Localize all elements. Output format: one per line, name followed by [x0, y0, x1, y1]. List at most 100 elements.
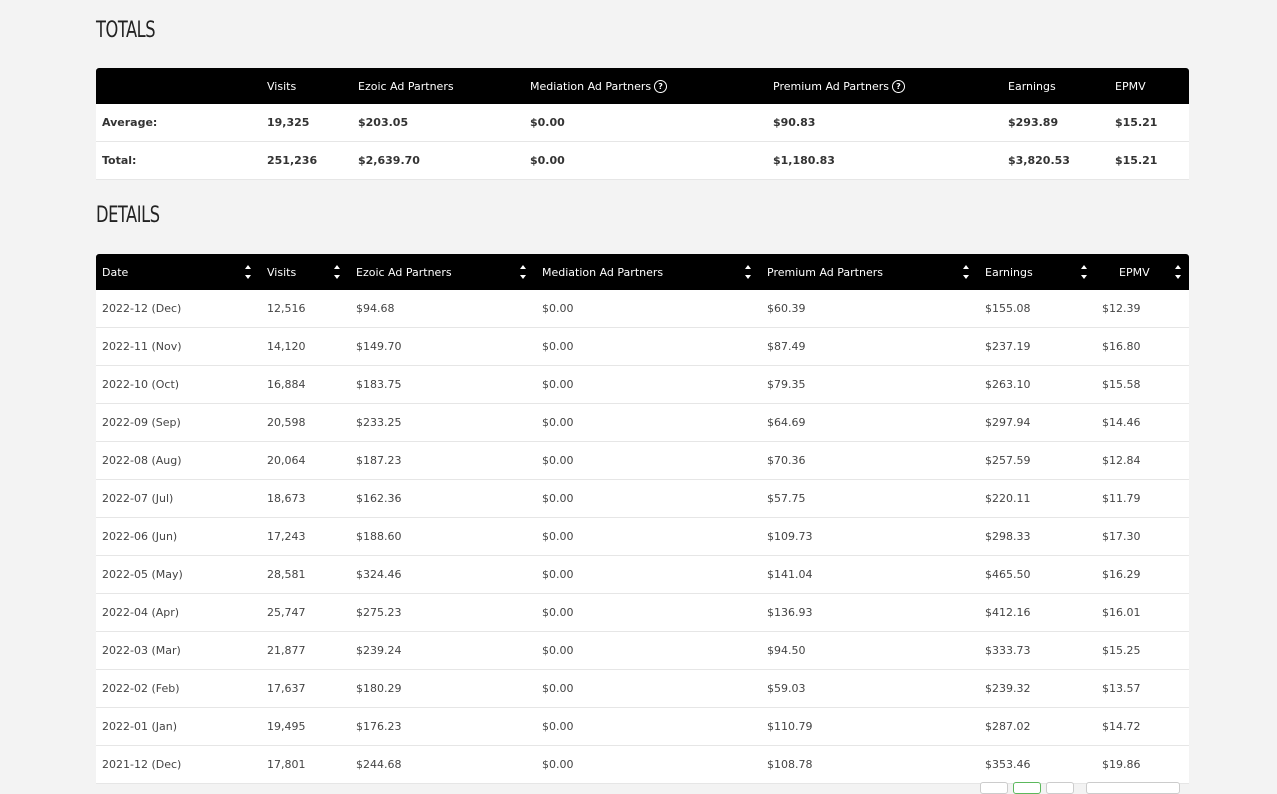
details-header-ezoic[interactable]: Ezoic Ad Partners [356, 265, 452, 279]
totals-header-label: Ezoic Ad Partners [358, 79, 454, 93]
totals-header-mediation: Mediation Ad Partners? [530, 68, 668, 104]
details-header-premium[interactable]: Premium Ad Partners [767, 265, 883, 279]
details-cell-visits: 12,516 [267, 302, 306, 315]
totals-cell-ezoic: $2,639.70 [358, 154, 420, 167]
details-cell-date: 2022-11 (Nov) [102, 340, 182, 353]
details-cell-premium: $136.93 [767, 606, 813, 619]
totals-cell-premium: $1,180.83 [773, 154, 835, 167]
details-cell-epmv: $16.29 [1102, 568, 1141, 581]
details-cell-date: 2022-06 (Jun) [102, 530, 178, 543]
details-cell-earnings: $353.46 [985, 758, 1031, 771]
sort-arrows-icon[interactable] [334, 264, 341, 280]
details-cell-visits: 20,598 [267, 416, 306, 429]
details-cell-epmv: $12.84 [1102, 454, 1141, 467]
totals-cell-mediation: $0.00 [530, 154, 565, 167]
details-cell-premium: $59.03 [767, 682, 806, 695]
details-cell-epmv: $12.39 [1102, 302, 1141, 315]
details-cell-earnings: $287.02 [985, 720, 1031, 733]
sort-arrows-icon[interactable] [520, 264, 527, 280]
details-heading: DETAILS [96, 203, 160, 228]
details-header-earnings[interactable]: Earnings [985, 265, 1033, 279]
details-cell-earnings: $220.11 [985, 492, 1031, 505]
details-cell-ezoic: $324.46 [356, 568, 402, 581]
details-cell-earnings: $412.16 [985, 606, 1031, 619]
details-header-epmv[interactable]: EPMV [1119, 265, 1150, 279]
details-cell-epmv: $19.86 [1102, 758, 1141, 771]
totals-header-label: Visits [267, 79, 297, 93]
totals-header-ezoic: Ezoic Ad Partners [358, 68, 454, 104]
sort-arrows-icon[interactable] [745, 264, 752, 280]
table-row: 2021-12 (Dec) 17,801 $244.68 $0.00 $108.78 $3… [96, 746, 1189, 784]
details-cell-visits: 20,064 [267, 454, 306, 467]
details-cell-ezoic: $233.25 [356, 416, 402, 429]
totals-header-label: Earnings [1008, 79, 1056, 93]
table-row: 2022-02 (Feb) 17,637 $180.29 $0.00 $59.03 $23… [96, 670, 1189, 708]
sort-arrows-icon[interactable] [245, 264, 252, 280]
totals-heading: TOTALS [96, 18, 156, 43]
page-size-select[interactable] [1086, 782, 1180, 794]
details-cell-mediation: $0.00 [542, 378, 574, 391]
pagination-prev-button[interactable] [980, 782, 1008, 794]
table-row: 2022-04 (Apr) 25,747 $275.23 $0.00 $136.93 $4… [96, 594, 1189, 632]
details-cell-date: 2021-12 (Dec) [102, 758, 182, 771]
details-cell-mediation: $0.00 [542, 644, 574, 657]
details-cell-mediation: $0.00 [542, 492, 574, 505]
details-cell-earnings: $237.19 [985, 340, 1031, 353]
totals-header-row: Visits Ezoic Ad Partners Mediation Ad Part… [96, 68, 1189, 104]
details-cell-earnings: $257.59 [985, 454, 1031, 467]
table-row: 2022-05 (May) 28,581 $324.46 $0.00 $141.04 $4… [96, 556, 1189, 594]
details-cell-mediation: $0.00 [542, 568, 574, 581]
details-header-visits[interactable]: Visits [267, 265, 297, 279]
details-cell-date: 2022-08 (Aug) [102, 454, 182, 467]
details-header-mediation[interactable]: Mediation Ad Partners [542, 265, 664, 279]
pagination-page-button[interactable] [1013, 782, 1041, 794]
sort-arrows-icon[interactable] [1175, 264, 1182, 280]
sort-arrows-icon[interactable] [963, 264, 970, 280]
details-cell-date: 2022-03 (Mar) [102, 644, 181, 657]
totals-header-premium: Premium Ad Partners? [773, 68, 905, 104]
details-cell-ezoic: $275.23 [356, 606, 402, 619]
details-cell-ezoic: $176.23 [356, 720, 402, 733]
details-cell-epmv: $11.79 [1102, 492, 1141, 505]
totals-header-epmv: EPMV [1115, 68, 1146, 104]
question-circle-icon[interactable]: ? [891, 79, 905, 93]
details-header-date[interactable]: Date [102, 265, 129, 279]
totals-header-label: Mediation Ad Partners [530, 79, 652, 93]
details-table: Date Visits Ezoic Ad Partners Mediation Ad … [96, 254, 1189, 784]
details-cell-date: 2022-01 (Jan) [102, 720, 177, 733]
details-cell-earnings: $263.10 [985, 378, 1031, 391]
details-cell-visits: 17,637 [267, 682, 306, 695]
details-header-row: Date Visits Ezoic Ad Partners Mediation Ad … [96, 254, 1189, 290]
details-cell-premium: $94.50 [767, 644, 806, 657]
details-cell-earnings: $155.08 [985, 302, 1031, 315]
details-cell-date: 2022-04 (Apr) [102, 606, 180, 619]
details-cell-earnings: $465.50 [985, 568, 1031, 581]
totals-cell-premium: $90.83 [773, 116, 816, 129]
details-cell-mediation: $0.00 [542, 454, 574, 467]
pagination-next-button[interactable] [1046, 782, 1074, 794]
totals-cell-epmv: $15.21 [1115, 154, 1158, 167]
details-cell-epmv: $15.25 [1102, 644, 1141, 657]
totals-cell-ezoic: $203.05 [358, 116, 409, 129]
totals-row: Average: 19,325 $203.05 $0.00 $90.83 $293.89 $… [96, 104, 1189, 142]
table-row: 2022-06 (Jun) 17,243 $188.60 $0.00 $109.73 $2… [96, 518, 1189, 556]
details-cell-date: 2022-09 (Sep) [102, 416, 181, 429]
totals-header-visits: Visits [267, 68, 296, 104]
sort-arrows-icon[interactable] [1081, 264, 1088, 280]
details-cell-visits: 14,120 [267, 340, 306, 353]
details-cell-date: 2022-10 (Oct) [102, 378, 180, 391]
details-cell-epmv: $17.30 [1102, 530, 1141, 543]
details-cell-premium: $64.69 [767, 416, 806, 429]
details-cell-ezoic: $94.68 [356, 302, 395, 315]
question-circle-icon[interactable]: ? [654, 79, 668, 93]
details-cell-date: 2022-12 (Dec) [102, 302, 182, 315]
details-cell-ezoic: $183.75 [356, 378, 402, 391]
totals-cell-earnings: $293.89 [1008, 116, 1059, 129]
details-cell-epmv: $13.57 [1102, 682, 1141, 695]
details-cell-premium: $110.79 [767, 720, 813, 733]
details-cell-ezoic: $244.68 [356, 758, 402, 771]
details-cell-earnings: $297.94 [985, 416, 1031, 429]
details-cell-mediation: $0.00 [542, 758, 574, 771]
details-cell-premium: $109.73 [767, 530, 813, 543]
details-cell-visits: 18,673 [267, 492, 306, 505]
